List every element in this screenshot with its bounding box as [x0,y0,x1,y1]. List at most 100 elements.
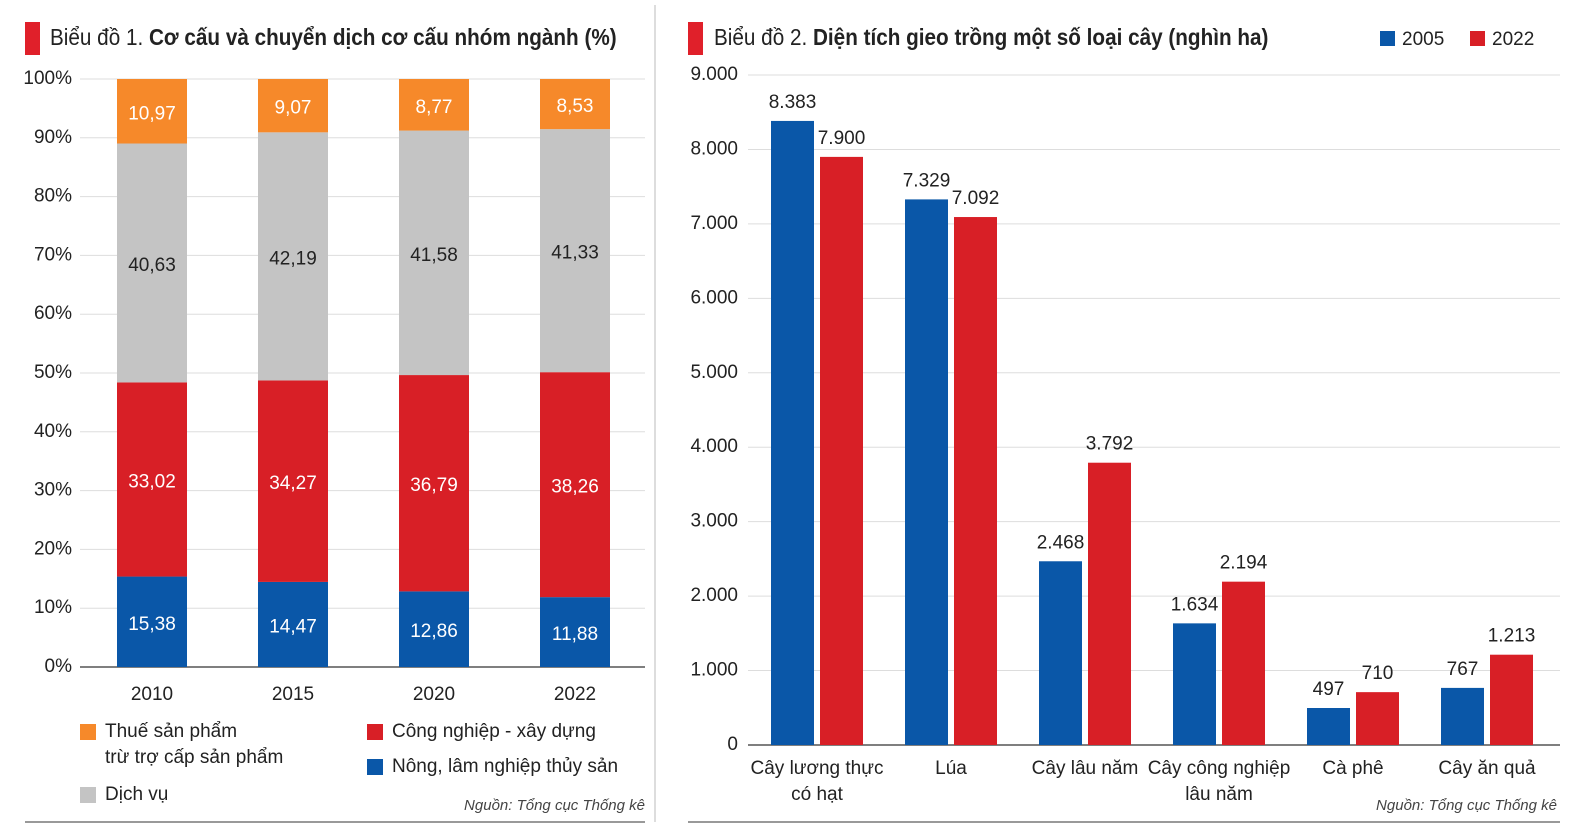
value-label: 41,58 [410,245,458,266]
value-label: 8,53 [557,96,594,117]
value-label: 40,63 [128,255,176,276]
x-tick-label: Cây lương thực có hạt [750,758,884,805]
value-label: 10,97 [128,103,176,124]
bar [1173,623,1216,745]
bar-segment [258,79,328,133]
bar [905,199,948,745]
legend-label: 2022 [1492,29,1534,50]
value-label: 33,02 [128,472,176,493]
y-tick-label: 2.000 [690,585,738,606]
y-tick-label: 90% [34,127,72,148]
y-tick-label: 8.000 [690,138,738,159]
value-label: 41,33 [551,243,599,264]
x-tick-label: 2020 [413,684,455,705]
bar-segment [117,576,187,667]
value-label: 2.468 [1037,532,1085,553]
x-tick-label: Cây công nghiệp lâu năm [1147,758,1291,805]
legend-swatch [80,724,96,740]
bar-segment [399,130,469,376]
source: Nguồn: Tổng cục Thống kê [464,797,645,814]
x-tick-label: Cây ăn quả [1438,758,1536,779]
y-tick-label: 80% [34,186,72,207]
title-marker [25,22,40,55]
legend-label: Nông, lâm nghiệp thủy sản [392,756,619,777]
title-text: Diện tích gieo trồng một số loại cây (ng… [812,24,1269,50]
chart-title: Biểu đồ 2. Diện tích gieo trồng một số l… [714,24,1268,51]
source: Nguồn: Tổng cục Thống kê [1376,797,1557,814]
bar [1356,692,1399,745]
value-label: 36,79 [410,475,458,496]
x-tick-label: Lúa [935,758,967,779]
x-tick-label: Cây lâu năm [1031,758,1139,779]
bar-segment [540,597,610,667]
bar-segment [399,591,469,667]
bar [820,156,863,745]
value-label: 2.194 [1220,553,1268,574]
value-label: 14,47 [269,616,317,637]
y-tick-label: 7.000 [690,213,738,234]
bar-segment [540,372,610,598]
legend-swatch [1470,31,1485,46]
bar-segment [258,380,328,582]
value-label: 11,88 [552,624,598,645]
y-tick-label: 20% [34,538,72,559]
y-tick-label: 3.000 [690,511,738,532]
y-tick-label: 50% [34,362,72,383]
bar-segment [117,382,187,577]
bar-segment [540,129,610,373]
value-label: 15,38 [128,614,176,635]
value-label: 12,86 [410,621,458,642]
value-label: 34,27 [269,473,317,494]
title-label: Biểu đồ 1. [50,24,144,50]
y-tick-label: 5.000 [690,362,738,383]
bar [954,217,997,746]
y-tick-label: 9.000 [690,64,738,85]
y-tick-label: 40% [34,421,72,442]
bar [771,120,814,745]
value-label: 1.634 [1171,594,1219,615]
x-tick-label: 2010 [131,684,173,705]
legend-label: Công nghiệp - xây dựng [392,721,596,742]
bar [1222,581,1265,745]
value-label: 8,77 [416,97,453,118]
bar-segment [540,79,610,130]
title-text: Cơ cấu và chuyển dịch cơ cấu nhóm ngành … [148,24,617,50]
legend-label: Thuế sản phẩm trừ trợ cấp sản phẩm [105,721,284,768]
y-tick-label: 0% [45,656,73,677]
value-label: 8.383 [769,92,817,113]
value-label: 7.092 [952,188,1000,209]
x-tick-label: 2015 [272,684,314,705]
legend-swatch [367,724,383,740]
y-tick-label: 30% [34,480,72,501]
value-label: 42,19 [269,248,317,269]
bar [1088,462,1131,745]
bar-segment [258,581,328,667]
value-label: 710 [1362,663,1394,684]
value-label: 1.213 [1488,626,1536,647]
title-label: Biểu đồ 2. [714,24,808,50]
y-tick-label: 6.000 [690,287,738,308]
chart-title: Biểu đồ 1. Cơ cấu và chuyển dịch cơ cấu … [50,24,617,51]
bar-segment [258,132,328,381]
bar [1490,654,1533,745]
y-tick-label: 70% [34,244,72,265]
title-marker [688,22,703,55]
legend-label: 2005 [1402,29,1444,50]
x-tick-label: 2022 [554,684,596,705]
bar [1039,561,1082,745]
bar [1307,708,1350,745]
value-label: 3.792 [1086,434,1134,455]
legend-swatch [367,759,383,775]
y-tick-label: 100% [23,68,72,89]
y-tick-label: 60% [34,303,72,324]
y-tick-label: 10% [34,597,72,618]
value-label: 497 [1313,679,1345,700]
x-tick-label: Cà phê [1322,758,1384,779]
value-label: 9,07 [275,98,312,119]
bar-segment [399,375,469,592]
legend-swatch [1380,31,1395,46]
value-label: 767 [1447,659,1479,680]
bar [1441,687,1484,745]
